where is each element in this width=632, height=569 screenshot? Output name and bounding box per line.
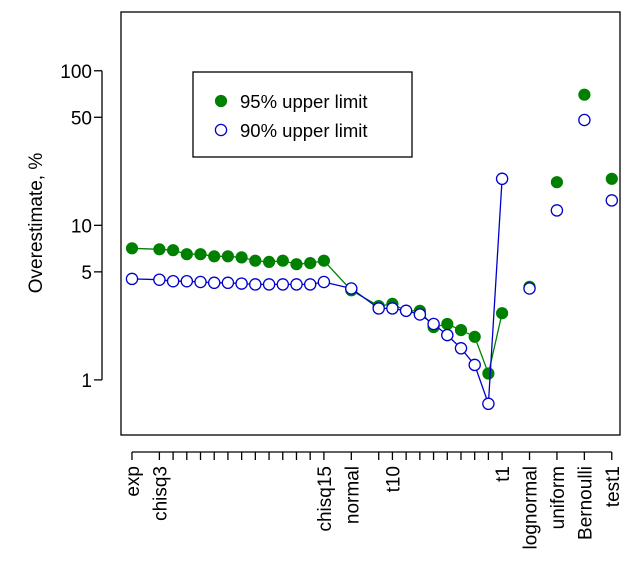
data-point <box>468 330 481 343</box>
data-point <box>468 358 481 372</box>
x-tick-label: lognormal <box>521 466 542 549</box>
data-point <box>372 302 385 315</box>
legend-label-90: 90% upper limit <box>240 120 368 141</box>
data-point <box>235 251 248 264</box>
data-point <box>550 204 564 217</box>
legend-marker-95 <box>214 94 228 108</box>
legend: 95% upper limit 90% upper limit <box>192 71 413 158</box>
data-point <box>194 275 207 289</box>
x-tick-label: chisq15 <box>315 466 336 532</box>
y-tick-label: 50 <box>71 108 92 129</box>
data-point <box>153 273 166 286</box>
data-point <box>208 250 221 263</box>
y-tick-label: 1 <box>81 371 92 392</box>
legend-box <box>192 71 413 158</box>
data-point <box>221 250 234 263</box>
data-point <box>207 276 221 290</box>
series-line <box>131 247 503 376</box>
data-point <box>413 308 427 321</box>
data-point <box>290 278 303 291</box>
data-point <box>482 397 495 411</box>
y-tick-label: 100 <box>60 62 92 83</box>
data-point <box>441 328 454 342</box>
y-tick-label: 10 <box>71 216 92 237</box>
x-tick-label: t10 <box>383 466 404 492</box>
y-tick-label: 5 <box>81 263 92 284</box>
data-point <box>441 317 454 331</box>
data-point <box>303 278 317 291</box>
x-tick-label: t1 <box>493 466 514 482</box>
series-line <box>131 178 503 405</box>
data-point <box>249 254 262 267</box>
data-point <box>495 172 509 186</box>
data-point <box>263 255 276 268</box>
data-point <box>550 176 564 189</box>
data-point <box>180 274 194 288</box>
data-point <box>180 248 193 261</box>
series-layer <box>125 88 619 411</box>
x-tick-label: test1 <box>603 466 624 507</box>
data-point <box>125 272 139 286</box>
data-point <box>578 113 591 127</box>
data-point <box>605 194 619 207</box>
x-tick-label: normal <box>342 466 363 524</box>
data-point <box>317 254 330 267</box>
data-point <box>235 277 248 290</box>
plot-box <box>120 11 621 436</box>
data-point <box>304 257 317 270</box>
data-point <box>317 275 331 289</box>
data-point <box>345 282 358 295</box>
data-point <box>523 282 536 295</box>
data-point <box>153 243 166 256</box>
legend-marker-90 <box>214 123 228 137</box>
x-tick-label: chisq3 <box>150 466 171 521</box>
data-point <box>166 274 180 288</box>
data-point <box>482 367 495 380</box>
x-tick-label: exp <box>123 466 144 497</box>
series-90 <box>125 113 619 411</box>
data-point <box>399 304 413 318</box>
data-point <box>290 258 303 271</box>
data-point <box>386 302 399 315</box>
x-tick-label: Bernoulli <box>575 466 596 540</box>
data-point <box>276 254 289 267</box>
data-point <box>221 276 235 290</box>
data-point <box>605 172 618 185</box>
y-axis: 1 5 10 50 100 <box>60 62 103 392</box>
data-point <box>276 278 290 291</box>
data-point <box>262 278 276 291</box>
x-axis: exp chisq3 chisq15 normal t10 t1 lognormal unif… <box>123 451 624 549</box>
y-axis-label: Overestimate, % <box>26 153 47 294</box>
data-point <box>125 242 139 255</box>
data-point <box>496 307 509 320</box>
data-point <box>427 317 440 331</box>
x-tick-label: uniform <box>548 466 569 529</box>
data-point <box>194 248 207 261</box>
data-point <box>454 324 468 337</box>
data-point <box>249 278 262 291</box>
legend-label-95: 95% upper limit <box>240 91 368 112</box>
data-point <box>578 88 591 101</box>
data-point <box>167 244 180 257</box>
data-point <box>454 342 468 355</box>
